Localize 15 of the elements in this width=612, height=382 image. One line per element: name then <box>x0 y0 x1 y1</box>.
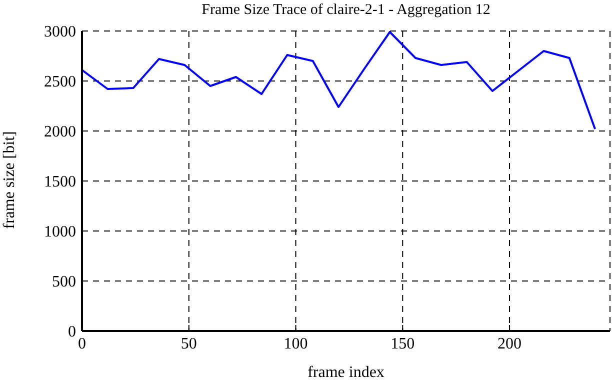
y-tick-label: 1500 <box>44 174 76 191</box>
chart-title: Frame Size Trace of claire-2-1 - Aggregation 12 <box>200 2 492 19</box>
x-tick-label: 50 <box>180 335 197 352</box>
x-axis-title: frame index <box>306 364 386 382</box>
x-tick-label: 200 <box>498 335 522 352</box>
line-series <box>82 31 596 130</box>
y-tick-label: 2000 <box>44 124 76 141</box>
y-tick-label: 0 <box>68 324 76 341</box>
y-tick-label: 3000 <box>44 24 76 41</box>
y-tick-label: 500 <box>52 274 76 291</box>
y-tick-label: 1000 <box>44 224 76 241</box>
x-tick-label: 150 <box>390 335 415 352</box>
y-tick-label: 2500 <box>44 74 76 91</box>
y-axis-title: frame size [bit] <box>1 130 19 231</box>
x-tick-label: 100 <box>284 335 308 352</box>
